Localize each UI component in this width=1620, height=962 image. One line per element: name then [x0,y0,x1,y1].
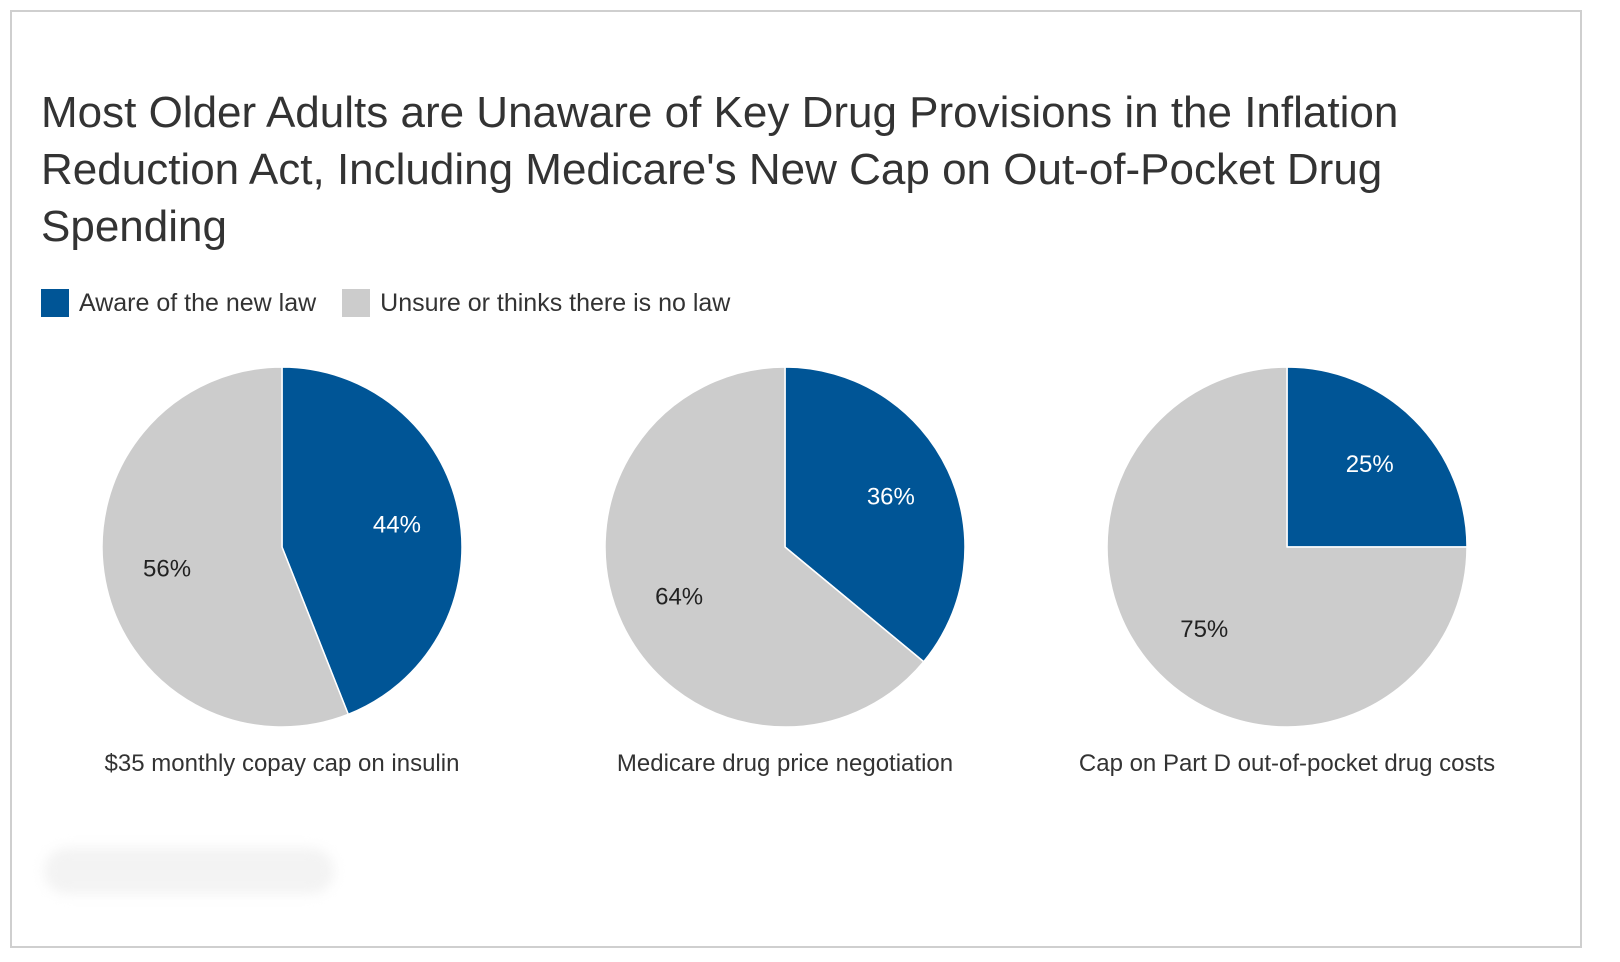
pie-slice-label: 56% [143,555,191,582]
pie-slice-unsure [604,366,925,728]
legend-item-aware: Aware of the new law [41,289,316,318]
legend-swatch-aware [41,289,69,317]
legend-swatch-unsure [342,289,371,317]
pie-caption: Medicare drug price negotiation [617,750,953,777]
pie-slice-aware [281,366,463,716]
pie-chart-2: 36% 64% Medicare drug price negotiation [604,366,966,777]
pie-slice-label: 36% [867,484,915,511]
legend: Aware of the new law Unsure or thinks th… [41,288,756,318]
chart-title: Most Older Adults are Unaware of Key Dru… [41,88,1399,251]
pie-slice-label: 25% [1346,451,1394,478]
pie-slice-label: 44% [373,512,421,539]
pie-slice-aware [784,366,966,663]
pie-slice-unsure [101,366,350,728]
legend-item-unsure: Unsure or thinks there is no law [342,289,730,318]
pie-slice-aware [1286,366,1468,548]
pie-slice-label: 64% [655,583,703,610]
pie-caption: Cap on Part D out-of-pocket drug costs [1079,750,1495,777]
pie-slice-label: 75% [1180,616,1228,643]
pie-chart-1: 44% 56% $35 monthly copay cap on insulin [101,366,463,777]
blurred-footer-mark [44,848,334,894]
legend-label-unsure: Unsure or thinks there is no law [380,288,731,317]
pie-caption: $35 monthly copay cap on insulin [105,750,460,777]
legend-label-aware: Aware of the new law [79,288,317,317]
pie-chart-3: 25% 75% Cap on Part D out-of-pocket drug c… [1079,366,1495,777]
pie-slice-unsure [1106,366,1468,728]
